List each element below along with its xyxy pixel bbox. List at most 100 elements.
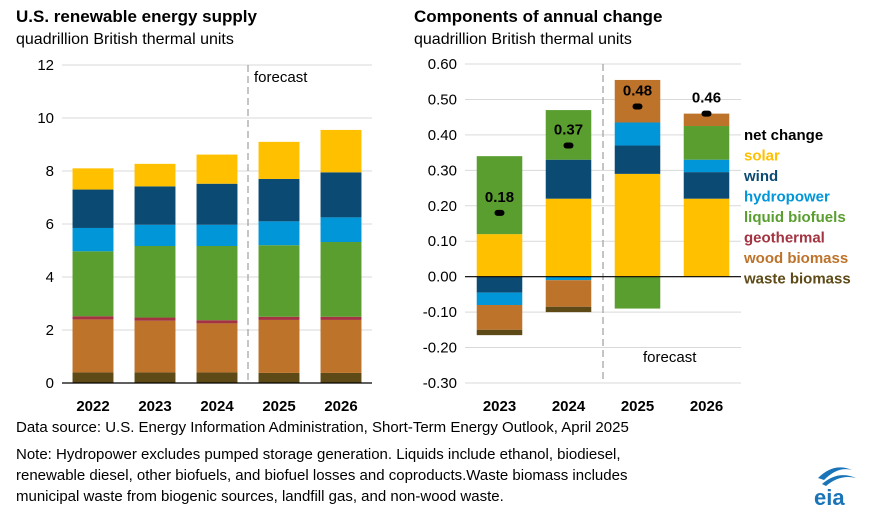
net-change-marker [701,110,712,117]
bar-segment-wood-biomass [258,319,300,373]
right-chart-legend: net change solar wind hydropower liquid biof… [743,127,851,288]
logo-swoosh-1 [818,467,852,480]
bar-segment-geothermal [134,317,176,321]
legend-waste-biomass: waste biomass [743,271,851,288]
bar-segment-solar [258,141,300,179]
x-tick-label: 2023 [483,398,516,415]
legend-liquid-biofuels: liquid biofuels [744,209,846,226]
bar-segment-geothermal [72,316,114,320]
logo-text: eia [814,485,845,510]
bar-segment-liquid-biofuels [258,245,300,317]
bar-segment-wind [196,183,238,225]
net-change-label: 0.18 [485,189,514,206]
y-tick-label: 0.10 [428,233,457,250]
y-tick-label: -0.10 [423,304,457,321]
bar-segment-geothermal [258,316,300,320]
bar-segment-liquid-biofuels [72,251,114,317]
right-chart: -0.30 -0.20 -0.10 0.00 0.10 0.20 0.30 0.40 0.50 0… [423,56,741,415]
y-tick-label: 10 [37,110,54,127]
legend-wind: wind [743,168,778,185]
bar-segment-solar [476,234,523,277]
x-tick-label: 2026 [690,398,723,415]
bar-segment-waste-biomass [545,306,592,313]
bar-segment-solar [134,163,176,187]
bar-segment-geothermal [196,320,238,324]
bar-segment-hydropower [134,224,176,246]
bar-segment-waste-biomass [476,329,523,336]
bar-segment-waste-biomass [320,372,362,383]
left-chart-subtitle: quadrillion British thermal units [16,31,234,48]
bar-segment-liquid-biofuels [476,156,523,235]
net-change-marker [494,209,505,216]
bar-segment-liquid-biofuels [683,126,730,160]
x-tick-label: 2026 [324,398,357,415]
bar-segment-waste-biomass [196,372,238,383]
bar-segment-wind [476,276,523,293]
bar-segment-wood-biomass [683,113,730,127]
y-tick-label: 0.20 [428,198,457,215]
bar-segment-solar [614,173,661,277]
forecast-label: forecast [643,349,697,366]
y-tick-label: 0 [46,375,54,392]
bar-segment-solar [196,154,238,184]
bar-segment-wood-biomass [614,79,661,123]
bar-segment-liquid-biofuels [196,245,238,321]
bar-segment-hydropower [258,221,300,246]
x-tick-label: 2024 [200,398,234,415]
legend-hydropower: hydropower [744,189,830,206]
bar-segment-wood-biomass [476,305,523,330]
bar-segment-solar [72,168,114,190]
y-tick-label: 0.60 [428,56,457,73]
bar-segment-solar [320,129,362,173]
bar-segment-geothermal [320,316,362,320]
bar-segment-wood-biomass [320,319,362,373]
bar-segment-hydropower [614,122,661,146]
note-line-2: renewable diesel, other biofuels, and bi… [16,467,627,484]
x-tick-label: 2023 [138,398,171,415]
x-tick-label: 2024 [552,398,586,415]
y-tick-label: -0.20 [423,340,457,357]
y-tick-label: 0.30 [428,162,457,179]
bar-segment-hydropower [545,276,592,281]
bar-segment-hydropower [476,292,523,306]
bar-segment-wind [258,178,300,222]
legend-wood-biomass: wood biomass [743,250,848,267]
logo-swoosh-2 [822,475,856,486]
bar-segment-waste-biomass [72,372,114,383]
bar-segment-waste-biomass [258,372,300,383]
note-line-1: Note: Hydropower excludes pumped storage… [16,446,621,463]
bar-segment-wood-biomass [134,320,176,373]
net-change-marker [632,103,643,110]
forecast-label: forecast [254,69,308,86]
bar-segment-waste-biomass [134,372,176,383]
bar-segment-liquid-biofuels [614,276,661,309]
bar-segment-liquid-biofuels [545,110,592,160]
y-tick-label: 12 [37,57,54,74]
legend-solar: solar [744,148,780,165]
bar-segment-solar [683,198,730,277]
y-tick-label: 0.50 [428,91,457,108]
legend-geothermal: geothermal [744,230,825,247]
y-tick-label: 2 [46,322,54,339]
bar-segment-hydropower [683,159,730,173]
y-tick-label: 8 [46,163,54,180]
bar-segment-hydropower [72,227,114,252]
bar-segment-wind [545,159,592,199]
bar-segment-solar [545,198,592,277]
right-chart-subtitle: quadrillion British thermal units [414,31,632,48]
y-tick-label: 0.00 [428,269,457,286]
bar-segment-hydropower [320,217,362,243]
bar-segment-wind [614,145,661,174]
x-tick-label: 2025 [262,398,295,415]
net-change-label: 0.37 [554,122,583,139]
y-tick-label: -0.30 [423,375,457,392]
note-line-3: municipal waste from biogenic sources, l… [16,488,504,505]
y-tick-label: 4 [46,269,54,286]
bar-segment-wood-biomass [545,280,592,307]
bar-segment-liquid-biofuels [320,242,362,317]
x-tick-label: 2022 [76,398,109,415]
y-tick-label: 0.40 [428,127,457,144]
net-change-marker [563,142,574,149]
left-chart: 0 2 4 6 8 10 12 2022 2023 2024 2025 2026 forecast [37,57,372,415]
